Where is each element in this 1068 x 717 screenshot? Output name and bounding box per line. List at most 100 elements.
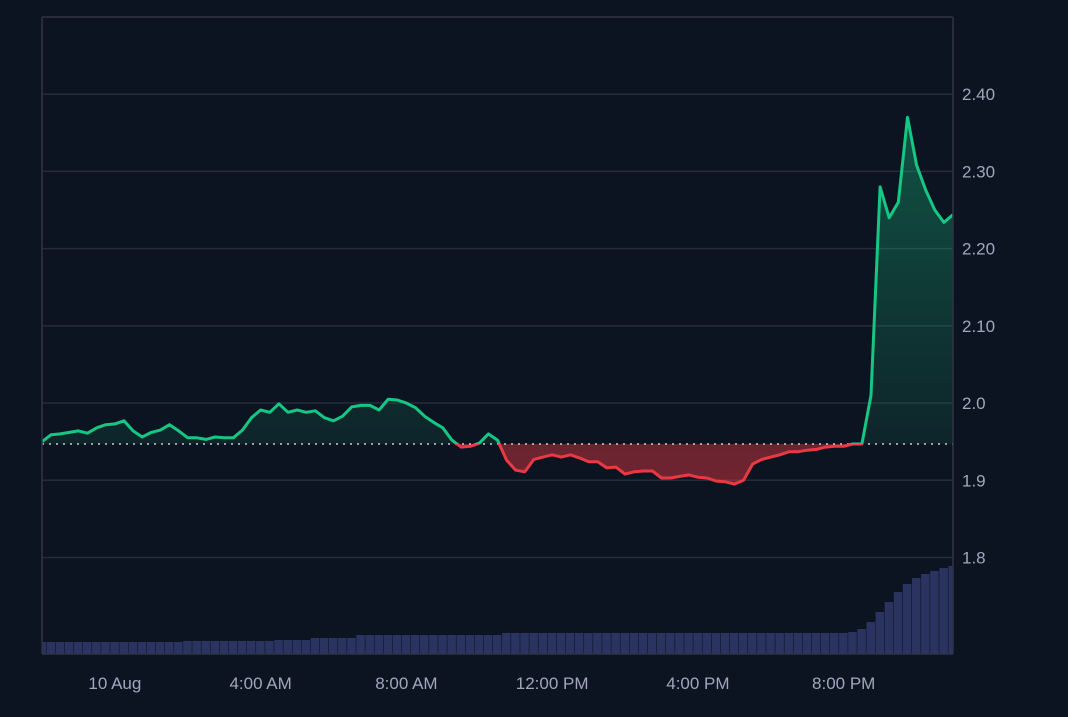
volume-bar xyxy=(128,642,138,654)
volume-bar xyxy=(757,633,766,654)
y-tick-label: 2.20 xyxy=(962,240,995,259)
volume-bar xyxy=(711,633,721,654)
volume-bar xyxy=(192,641,201,654)
volume-bar xyxy=(884,602,894,654)
volume-bar xyxy=(365,635,374,654)
volume-bar xyxy=(155,642,165,654)
volume-bar xyxy=(556,633,566,654)
volume-bar xyxy=(930,571,939,654)
volume-bar xyxy=(374,635,384,654)
volume-bar xyxy=(766,633,775,654)
volume-bar xyxy=(447,635,456,654)
volume-bar xyxy=(729,633,739,654)
volume-bar xyxy=(893,592,903,654)
volume-bar xyxy=(347,638,356,654)
volume-bar xyxy=(438,635,447,654)
volume-bar xyxy=(912,578,921,654)
volume-bar xyxy=(784,633,793,654)
volume-bar xyxy=(256,641,265,654)
price-lines xyxy=(41,115,954,486)
volume-bar xyxy=(820,633,830,654)
volume-bar xyxy=(620,633,629,654)
y-tick-label: 2.30 xyxy=(962,162,995,181)
volume-bar xyxy=(64,642,74,654)
price-areas xyxy=(42,117,953,485)
volume-bar xyxy=(338,638,347,654)
volume-bar xyxy=(110,642,119,654)
plot-frame xyxy=(41,16,954,655)
volume-bar xyxy=(420,635,429,654)
volume-bar xyxy=(82,642,92,654)
volume-bar xyxy=(502,633,511,654)
volume-bar xyxy=(265,641,274,654)
volume-bar xyxy=(92,642,101,654)
volume-bar xyxy=(301,640,311,654)
volume-bar xyxy=(46,642,56,654)
volume-bar xyxy=(702,633,711,654)
volume-bar xyxy=(456,635,466,654)
volume-bar xyxy=(738,633,748,654)
volume-bar xyxy=(638,633,648,654)
volume-bar xyxy=(793,633,803,654)
volume-bar xyxy=(748,633,757,654)
volume-bar xyxy=(684,633,693,654)
volume-bar xyxy=(839,633,848,654)
volume-bar xyxy=(675,633,684,654)
volume-bar xyxy=(529,633,538,654)
volume-bar xyxy=(73,642,83,654)
volume-bar xyxy=(611,633,620,654)
volume-bar xyxy=(137,642,147,654)
volume-bar xyxy=(328,638,338,654)
volume-bar xyxy=(538,633,548,654)
volume-bar xyxy=(602,633,611,654)
x-tick-label: 8:00 PM xyxy=(812,674,875,693)
volume-bar xyxy=(228,641,238,654)
volume-bar xyxy=(666,633,675,654)
area-below-baseline xyxy=(457,443,862,485)
volume-bar xyxy=(201,641,210,654)
volume-bar xyxy=(656,633,666,654)
volume-bar xyxy=(830,633,839,654)
price-line-up xyxy=(41,115,954,444)
volume-bar xyxy=(948,566,953,654)
y-tick-label: 2.10 xyxy=(962,317,995,336)
volume-bar xyxy=(875,612,885,654)
volume-bar xyxy=(292,640,302,654)
y-tick-label: 1.8 xyxy=(962,548,986,567)
volume-bar xyxy=(101,642,110,654)
volume-bar xyxy=(210,641,220,654)
volume-bars xyxy=(42,566,953,654)
volume-bar xyxy=(693,633,702,654)
volume-bar xyxy=(146,642,156,654)
volume-bar xyxy=(866,622,875,654)
volume-bar xyxy=(383,635,393,654)
volume-bar xyxy=(219,641,229,654)
volume-bar xyxy=(547,633,557,654)
volume-bar xyxy=(310,638,320,654)
volume-bar xyxy=(183,641,192,654)
volume-bar xyxy=(164,642,174,654)
volume-bar xyxy=(584,633,593,654)
grid-lines xyxy=(42,93,953,559)
volume-bar xyxy=(775,633,784,654)
volume-bar xyxy=(565,633,575,654)
x-tick-label: 4:00 PM xyxy=(666,674,729,693)
volume-bar xyxy=(119,642,128,654)
volume-bar xyxy=(647,633,657,654)
volume-bar xyxy=(902,584,912,654)
volume-bar xyxy=(174,642,183,654)
volume-bar xyxy=(356,635,365,654)
y-tick-label: 2.0 xyxy=(962,394,986,413)
x-tick-label: 10 Aug xyxy=(88,674,141,693)
volume-bar xyxy=(465,635,475,654)
volume-bar xyxy=(857,629,866,654)
volume-bar xyxy=(811,633,821,654)
volume-bar xyxy=(55,642,65,654)
x-tick-label: 4:00 AM xyxy=(229,674,291,693)
volume-bar xyxy=(410,635,420,654)
volume-bar xyxy=(474,635,484,654)
volume-bar xyxy=(520,633,529,654)
y-tick-label: 2.40 xyxy=(962,85,995,104)
volume-bar xyxy=(42,642,46,654)
volume-bar xyxy=(720,633,730,654)
